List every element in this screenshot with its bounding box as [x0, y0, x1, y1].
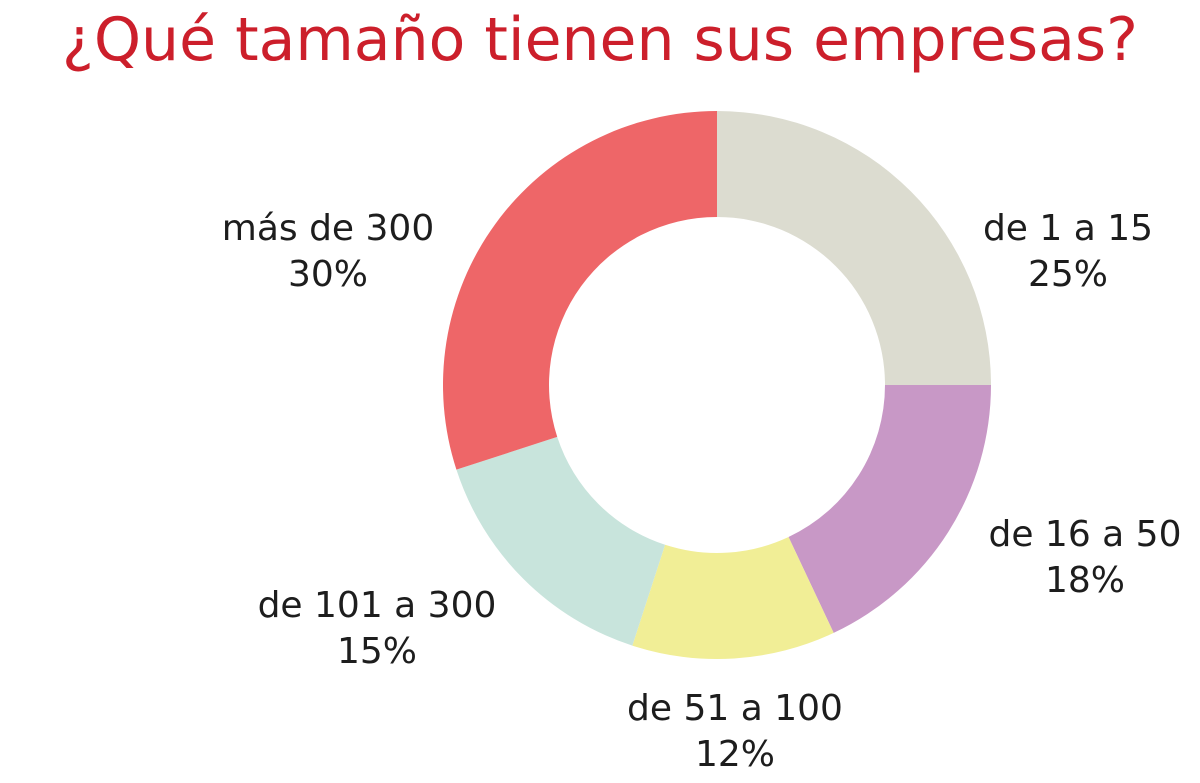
chart-title: ¿Qué tamaño tienen sus empresas?	[61, 5, 1138, 75]
slice-category-label: de 16 a 50	[988, 514, 1181, 555]
slice-percent-label: 15%	[337, 631, 417, 672]
donut-slice-3	[632, 537, 834, 659]
donut-slice-5	[443, 111, 717, 470]
donut-slice-2	[788, 385, 991, 633]
donut-slices	[443, 111, 991, 659]
slice-category-label: más de 300	[222, 208, 434, 249]
slice-labels: de 1 a 15 25% de 16 a 50 18% de 51 a 100 12% d…	[222, 208, 1182, 775]
slice-percent-label: 18%	[1045, 560, 1125, 601]
slice-category-label: de 101 a 300	[258, 585, 497, 626]
donut-slice-1	[717, 111, 991, 385]
donut-slice-4	[456, 436, 666, 646]
slice-percent-label: 12%	[695, 734, 775, 775]
slice-category-label: de 51 a 100	[627, 688, 843, 729]
slice-percent-label: 25%	[1028, 254, 1108, 295]
slice-category-label: de 1 a 15	[983, 208, 1153, 249]
slice-percent-label: 30%	[288, 254, 368, 295]
